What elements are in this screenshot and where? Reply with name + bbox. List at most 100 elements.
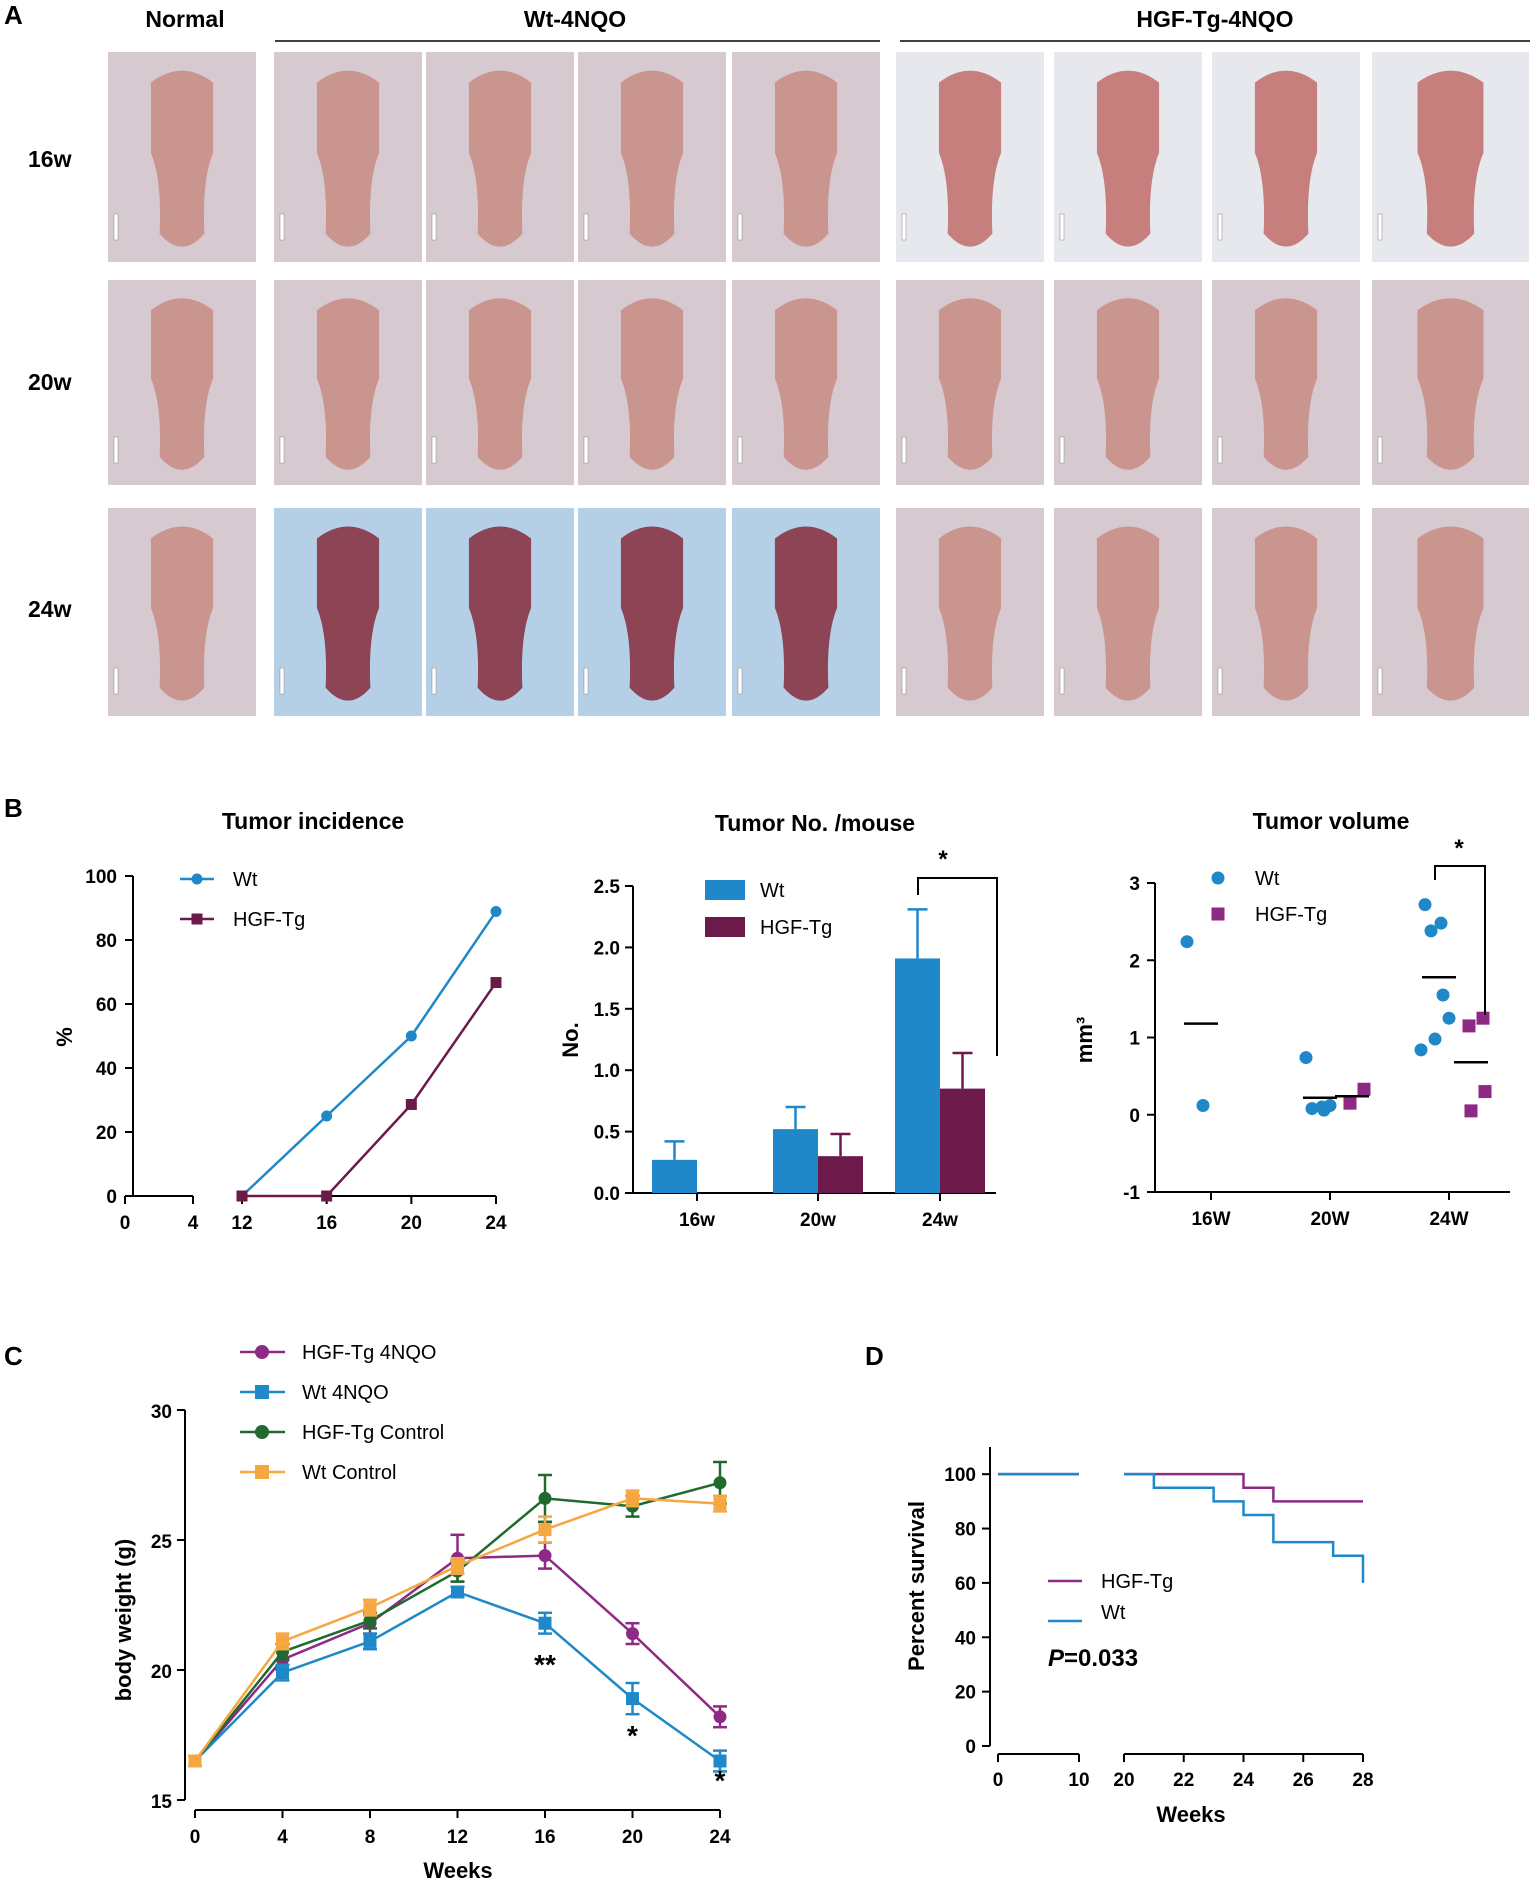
tongue-specimen xyxy=(938,298,1002,470)
legend-swatch xyxy=(705,880,745,900)
chart-body-weight: 15 20 25 30 0 4 8 12 16 20 24 HGF-Tg 4NQO Wt 4NQO HGF… xyxy=(151,1342,731,1848)
x-tick-label: 4 xyxy=(277,1827,288,1848)
scale-bar xyxy=(279,667,285,695)
tongue-specimen xyxy=(1254,526,1318,701)
x-tick-label: 24w xyxy=(922,1210,958,1231)
legend-label: Wt 4NQO xyxy=(302,1382,389,1404)
data-point xyxy=(626,1692,639,1706)
bar-wt xyxy=(773,1129,818,1193)
chart-tumor-incidence: 0 20 40 60 80 100 0 4 12 16 20 24 Wt HGF-Tg xyxy=(85,867,507,1234)
data-point xyxy=(538,1616,552,1630)
panel-label-c: C xyxy=(4,1341,23,1371)
chart-tumor-number: 0.0 0.5 1.0 1.5 2.0 2.5 16w 20w 24w Wt HGF-Tg * xyxy=(594,846,998,1231)
data-point-hgf-tg xyxy=(490,977,502,989)
tongue-specimen xyxy=(468,298,532,470)
legend-label: HGF-Tg 4NQO xyxy=(302,1342,436,1364)
x-tick-label: 10 xyxy=(1068,1770,1089,1791)
legend-label: Wt xyxy=(1101,1602,1126,1624)
data-point-wt xyxy=(405,1030,417,1042)
y-tick-label: 30 xyxy=(151,1402,172,1423)
data-point-hgf-tg xyxy=(321,1190,333,1202)
data-point-wt xyxy=(1434,916,1448,930)
y-tick-label: 20 xyxy=(151,1662,172,1683)
ylabel-incidence: % xyxy=(52,1027,77,1047)
scale-bar xyxy=(901,213,907,241)
y-tick-label: 20 xyxy=(955,1683,976,1704)
data-point-wt xyxy=(1424,924,1438,938)
significance-marker: * xyxy=(715,1765,726,1796)
y-tick-label: 0 xyxy=(965,1737,976,1758)
x-tick-label: 20w xyxy=(800,1210,836,1231)
tongue-specimen xyxy=(1417,526,1484,701)
series-line-hgf-tg xyxy=(242,981,498,1198)
legend-marker xyxy=(191,873,203,885)
tongue-specimen xyxy=(620,298,684,470)
data-point-hgf-tg xyxy=(1464,1104,1478,1118)
scale-bar xyxy=(113,213,119,241)
data-point xyxy=(451,1585,464,1599)
scale-bar xyxy=(431,213,437,241)
significance-bracket xyxy=(1434,865,1486,1015)
scale-bar xyxy=(1059,667,1065,695)
legend-label: HGF-Tg xyxy=(1101,1571,1173,1593)
x-tick-label: 4 xyxy=(188,1213,199,1234)
title-tumor-incidence: Tumor incidence xyxy=(222,808,404,834)
bar-wt xyxy=(895,958,940,1193)
row-label-24w: 24w xyxy=(28,596,72,622)
data-point xyxy=(538,1549,552,1563)
scale-bar xyxy=(1217,667,1223,695)
y-tick-label: 2.0 xyxy=(594,938,620,959)
x-tick-label: 0 xyxy=(993,1770,1004,1791)
tongue-specimen xyxy=(620,526,684,701)
y-tick-label: 0 xyxy=(1129,1106,1140,1127)
y-tick-label: 100 xyxy=(944,1465,976,1486)
data-point xyxy=(626,1491,639,1505)
chart-tumor-volume: -1 0 1 2 3 16W 20W 24W Wt HGF-Tg * xyxy=(1123,835,1510,1230)
header-wt-4nqo: Wt-4NQO xyxy=(524,6,626,32)
y-tick-label: 60 xyxy=(96,995,117,1016)
x-tick-label: 24 xyxy=(485,1213,507,1234)
tongue-specimen xyxy=(774,526,838,701)
x-tick-label: 12 xyxy=(231,1213,252,1234)
scale-bar xyxy=(737,436,743,464)
x-tick-label: 16 xyxy=(316,1213,337,1234)
scale-bar xyxy=(1217,436,1223,464)
survival-curve-hgf-tg xyxy=(1124,1472,1363,1503)
legend-label: Wt xyxy=(233,869,258,891)
data-point xyxy=(626,1627,639,1641)
y-tick-label: 1.5 xyxy=(594,1000,621,1021)
significance-star: * xyxy=(1454,835,1464,862)
y-tick-label: 0.5 xyxy=(594,1123,621,1144)
x-tick-label: 8 xyxy=(365,1827,376,1848)
ylabel-tumor-number: No. xyxy=(558,1022,583,1057)
panel-label-d: D xyxy=(865,1341,884,1371)
ylabel-survival: Percent survival xyxy=(904,1501,929,1671)
significance-bracket xyxy=(917,877,998,1056)
tongue-specimen xyxy=(316,70,380,247)
x-tick-label: 12 xyxy=(447,1827,468,1848)
scale-bar xyxy=(583,213,589,241)
tongue-specimen xyxy=(316,526,380,701)
x-tick-label: 22 xyxy=(1173,1770,1194,1791)
tongue-specimen xyxy=(150,526,214,701)
data-point-wt xyxy=(1196,1098,1210,1112)
tongue-specimen xyxy=(1096,70,1160,247)
data-point-wt xyxy=(490,906,502,918)
significance-marker: * xyxy=(627,1720,638,1751)
y-tick-label: 0.0 xyxy=(594,1184,620,1205)
y-tick-label: 100 xyxy=(85,867,117,888)
x-tick-label: 0 xyxy=(190,1827,201,1848)
legend-label: Wt Control xyxy=(302,1462,396,1484)
y-tick-label: 2 xyxy=(1129,951,1140,972)
data-point-hgf-tg xyxy=(405,1098,417,1110)
tongue-specimen xyxy=(1417,298,1484,470)
scale-bar xyxy=(1377,213,1383,241)
legend-label: HGF-Tg xyxy=(233,909,305,931)
data-point xyxy=(363,1614,377,1628)
significance-marker: ** xyxy=(534,1649,556,1680)
scale-bar xyxy=(583,436,589,464)
bar-hgf-tg xyxy=(940,1088,985,1193)
data-point xyxy=(713,1476,727,1490)
y-tick-label: 2.5 xyxy=(594,877,621,898)
x-tick-label: 20 xyxy=(401,1213,422,1234)
